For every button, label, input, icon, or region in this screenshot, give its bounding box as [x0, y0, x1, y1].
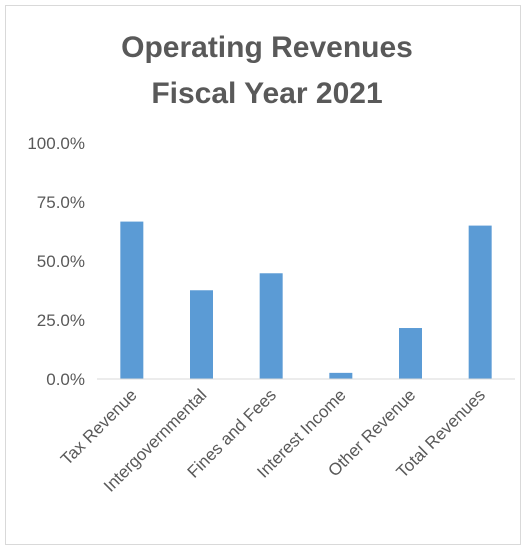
- y-tick-label: 0.0%: [46, 370, 85, 389]
- bars: [120, 221, 492, 379]
- bar: [120, 221, 144, 379]
- y-tick-label: 25.0%: [37, 311, 85, 330]
- y-tick-label: 50.0%: [37, 252, 85, 271]
- bar: [468, 225, 492, 379]
- bar: [329, 372, 353, 379]
- chart-title-line-2: Fiscal Year 2021: [151, 77, 382, 110]
- chart-title-line-1: Operating Revenues: [121, 31, 413, 64]
- y-tick-label: 100.0%: [27, 134, 85, 153]
- bar: [190, 290, 213, 379]
- y-axis: 0.0% 25.0% 50.0% 75.0% 100.0%: [27, 134, 85, 389]
- bar: [399, 328, 422, 379]
- y-tick-label: 75.0%: [37, 193, 85, 212]
- chart-title: Operating Revenues Fiscal Year 2021: [121, 31, 413, 110]
- bar: [259, 273, 283, 379]
